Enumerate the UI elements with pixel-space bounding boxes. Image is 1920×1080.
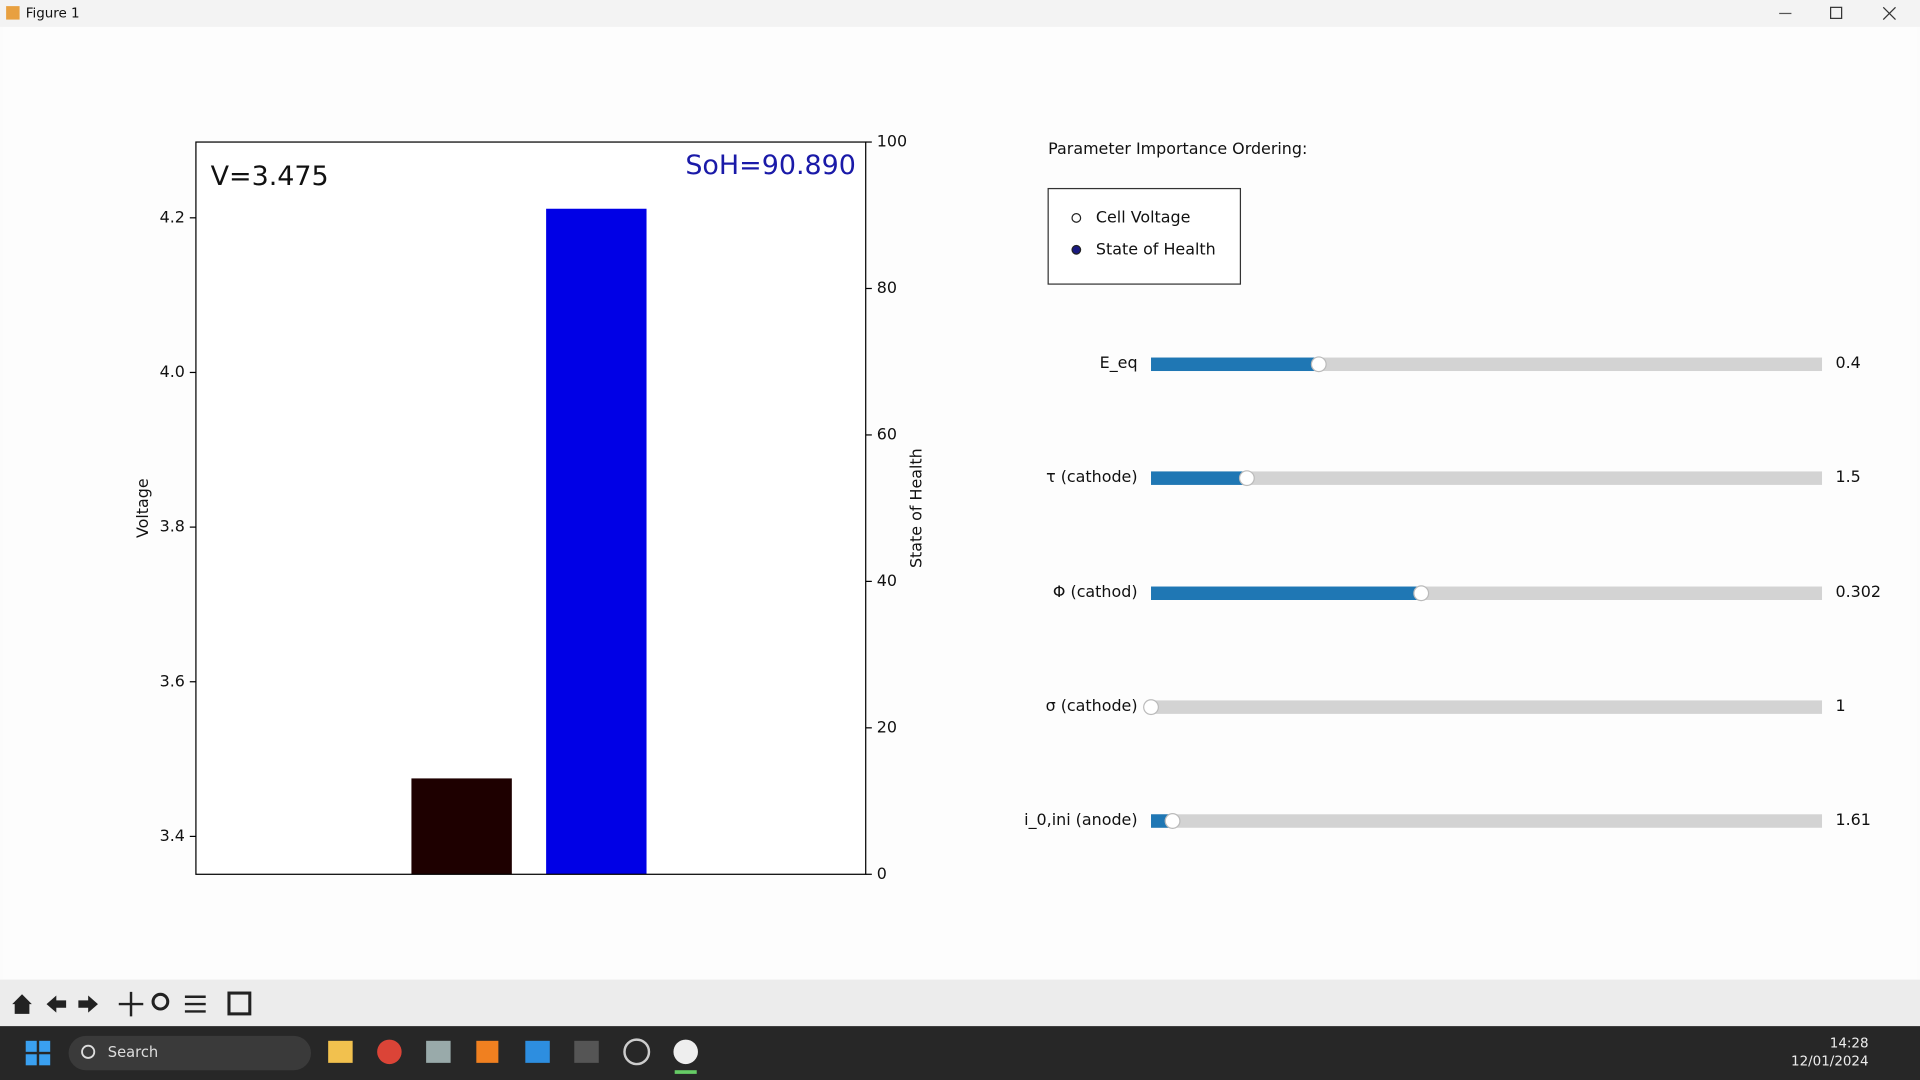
y-tick-label: 3.8	[160, 517, 185, 536]
taskbar-app[interactable]	[377, 1039, 402, 1065]
search-box[interactable]	[68, 1035, 312, 1071]
home-button[interactable]	[12, 994, 32, 1014]
taskbar-app[interactable]	[476, 1040, 499, 1063]
save-button[interactable]	[227, 991, 252, 1016]
slider-handle[interactable]	[1310, 356, 1327, 373]
y-tick-label: 4.2	[160, 207, 185, 226]
start-tile	[39, 1040, 51, 1052]
search-icon	[81, 1044, 96, 1059]
slider-label: Φ (cathod)	[1053, 582, 1138, 601]
zoom-button[interactable]	[151, 992, 170, 1011]
toolbar-icons	[12, 991, 252, 1017]
slider-label: i_0,ini (anode)	[1024, 810, 1137, 830]
y-tick-label: 4.0	[160, 362, 185, 381]
slider-track[interactable]	[1151, 471, 1823, 485]
taskbar	[0, 1026, 1920, 1080]
start-tile	[25, 1040, 37, 1052]
active-indicator	[674, 1070, 697, 1074]
taskbar-app[interactable]	[525, 1040, 550, 1063]
start-tile	[25, 1054, 37, 1066]
radio-box	[1047, 187, 1242, 285]
search-text: Search	[108, 1044, 158, 1061]
slider-handle[interactable]	[1238, 470, 1255, 487]
pan-button[interactable]	[118, 991, 144, 1017]
y2-tick-label: 60	[877, 424, 897, 443]
taskbar-app[interactable]	[328, 1040, 353, 1063]
taskbar-app[interactable]	[426, 1040, 451, 1063]
slider-value: 1	[1836, 696, 1846, 715]
y2-axis-label: State of Health	[907, 448, 926, 568]
restore-button[interactable]	[1830, 6, 1843, 19]
slider-fill	[1151, 586, 1422, 600]
radio-button[interactable]	[1071, 213, 1082, 223]
taskbar-app[interactable]	[574, 1040, 599, 1063]
slider-label: E_eq	[1100, 353, 1138, 373]
slider-value: 1.61	[1836, 810, 1871, 829]
annotation: SoH=90.890	[685, 150, 856, 181]
y2-tick-label: 80	[877, 278, 897, 297]
slider-track[interactable]	[1151, 814, 1823, 828]
y-tick-label: 3.6	[160, 671, 185, 690]
y2-tick-label: 0	[877, 864, 887, 883]
slider-fill	[1151, 471, 1247, 485]
back-button[interactable]	[46, 995, 67, 1013]
slider-label: τ (cathode)	[1046, 467, 1137, 486]
y2-tick-label: 100	[877, 132, 907, 151]
taskbar-app[interactable]	[673, 1039, 698, 1065]
y2-tick-label: 20	[877, 717, 897, 736]
slider-label: σ (cathode)	[1046, 696, 1138, 715]
bar	[411, 778, 512, 875]
plot-area	[195, 142, 866, 875]
slider-fill	[1151, 357, 1319, 372]
slider-value: 1.5	[1836, 467, 1861, 486]
configure-button[interactable]	[184, 995, 206, 1013]
annotation: V=3.475	[211, 161, 329, 192]
radio-button[interactable]	[1071, 244, 1082, 255]
toolbar	[0, 979, 1920, 1027]
forward-button[interactable]	[78, 995, 98, 1013]
slider-handle[interactable]	[1164, 813, 1181, 829]
bar	[546, 208, 647, 875]
slider-handle[interactable]	[1413, 585, 1430, 602]
axes-frame	[195, 141, 867, 875]
window-title: Figure 1	[26, 6, 80, 21]
clock-date: 12/01/2024	[1791, 1055, 1869, 1070]
slider-value: 0.302	[1836, 582, 1882, 601]
radio-label[interactable]: Cell Voltage	[1096, 207, 1190, 226]
taskbar-app[interactable]	[623, 1038, 651, 1066]
slider-value: 0.4	[1836, 353, 1861, 372]
y2-tick-label: 40	[877, 571, 897, 590]
slider-track[interactable]	[1151, 700, 1823, 714]
y-axis-label: Voltage	[133, 478, 152, 538]
start-tile	[39, 1054, 51, 1066]
radio-label[interactable]: State of Health	[1096, 239, 1216, 258]
clock-time: 14:28	[1830, 1036, 1869, 1051]
start-button[interactable]	[25, 1040, 51, 1066]
slider-handle[interactable]	[1143, 699, 1159, 716]
app-icon	[6, 6, 20, 20]
title-bar	[0, 0, 1920, 27]
radio-title: Parameter Importance Ordering:	[1048, 139, 1307, 158]
y-tick-label: 3.4	[160, 826, 185, 845]
close-button[interactable]	[1882, 6, 1896, 21]
